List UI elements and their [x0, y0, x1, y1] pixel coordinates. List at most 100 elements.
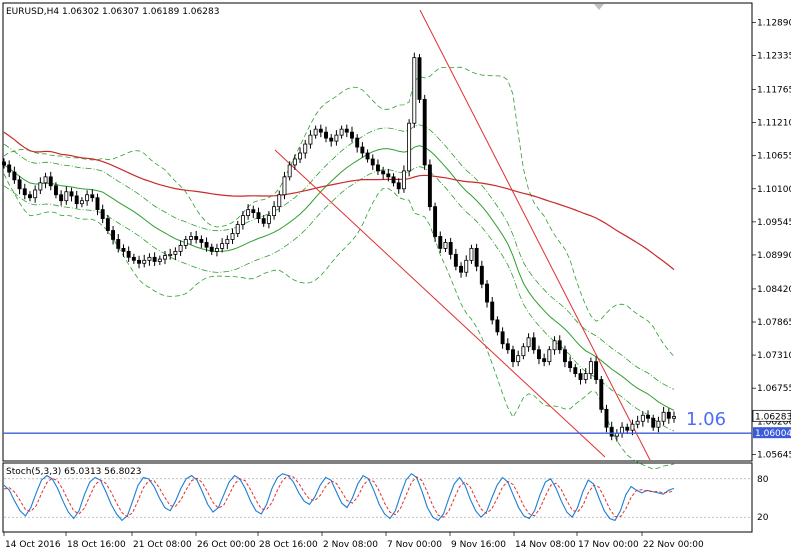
bear-candle [261, 218, 266, 224]
bear-candle [542, 358, 547, 363]
bull-candle [640, 414, 645, 422]
stochastic-lines [3, 472, 675, 522]
bear-candle [396, 182, 401, 190]
bull-candle [334, 134, 339, 142]
bull-candle [277, 194, 282, 208]
bear-candle [474, 247, 479, 267]
bull-candle [313, 128, 318, 136]
time-tick-label: 17 Nov 00:00 [578, 540, 639, 550]
bear-candle [199, 239, 204, 243]
bear-candle [505, 343, 510, 351]
bear-candle [448, 242, 453, 255]
time-tick-label: 9 Nov 16:00 [451, 540, 506, 550]
indicator-overlays [3, 9, 675, 470]
bear-candle [194, 236, 199, 240]
bull-candle [630, 423, 635, 431]
bear-candle [438, 236, 443, 249]
time-tick-label: 14 Oct 2016 [5, 540, 61, 550]
time-axis: 14 Oct 2016 18 Oct 16:00 21 Oct 08:00 26 Oc… [3, 532, 704, 550]
bull-candle [225, 239, 230, 245]
price-tick-label: 1.06200 [757, 417, 791, 427]
price-tick-label: 1.08990 [757, 251, 791, 261]
bear-candle [48, 176, 53, 187]
stoch-main-line [3, 472, 675, 522]
candlestick-series [2, 52, 676, 442]
bear-candle [209, 246, 214, 252]
red-moving-average [3, 131, 675, 271]
bear-candle [12, 171, 17, 181]
price-tick-label: 1.07865 [757, 318, 791, 328]
bear-candle [391, 176, 396, 184]
bull-candle [246, 209, 251, 217]
envelope-upper [3, 124, 675, 390]
bull-candle [526, 337, 531, 348]
bear-candle [511, 349, 515, 363]
bear-candle [69, 191, 74, 197]
bull-candle [620, 426, 625, 434]
bear-candle [537, 349, 541, 360]
stochastic-axis: 80 20 [4, 475, 769, 523]
bull-candle [147, 256, 152, 261]
bear-candle [17, 179, 22, 190]
trend-line-upper [419, 9, 651, 461]
bull-candle [287, 164, 292, 178]
price-axis: 1.12890 1.12335 1.11765 1.11210 1.10655 1.101… [752, 18, 791, 460]
bear-candle [531, 337, 536, 351]
bear-candle [204, 242, 209, 248]
price-tick-label: 1.09545 [757, 218, 791, 228]
price-tick-label: 1.10655 [757, 152, 791, 162]
bear-candle [318, 128, 323, 133]
bear-candle [417, 57, 422, 100]
price-tick-label: 1.12335 [757, 52, 791, 62]
bear-candle [573, 367, 578, 374]
bear-candle [568, 361, 573, 369]
bear-candle [74, 195, 79, 205]
bull-candle [266, 215, 271, 224]
bull-candle [240, 215, 245, 225]
bear-candle [2, 161, 6, 166]
bull-candle [672, 416, 676, 419]
price-tick-label: 1.11210 [757, 119, 791, 129]
bull-candle [157, 258, 162, 262]
bear-candle [344, 128, 349, 133]
bear-candle [256, 212, 261, 219]
bear-candle [111, 230, 116, 240]
support-line-price-tag: 1.06004 [753, 427, 791, 439]
stoch-level-label: 20 [757, 513, 769, 523]
bear-candle [485, 283, 489, 303]
bear-candle [495, 319, 500, 333]
time-tick-label: 28 Oct 16:00 [259, 540, 318, 550]
bear-candle [59, 194, 64, 202]
bull-candle [308, 134, 313, 145]
price-tick-label: 1.11765 [757, 86, 791, 96]
bull-candle [64, 191, 69, 202]
price-tick-label: 1.12890 [757, 18, 791, 28]
stoch-signal-line [3, 475, 675, 518]
bear-candle [350, 131, 354, 139]
bear-candle [386, 173, 391, 178]
price-tick-label: 1.10100 [757, 185, 791, 195]
bear-candle [594, 361, 599, 380]
price-tick-label: 1.08420 [757, 285, 791, 295]
bear-candle [666, 411, 671, 419]
symbol-header: EURUSD,H4 1.06302 1.06307 1.06189 1.0628… [6, 7, 219, 17]
bear-candle [22, 188, 27, 196]
bull-candle [33, 189, 38, 199]
bull-candle [469, 247, 474, 261]
bear-candle [90, 194, 95, 199]
bear-candle [453, 253, 458, 267]
bear-candle [7, 164, 12, 173]
time-tick-label: 14 Nov 08:00 [515, 540, 576, 550]
time-tick-label: 26 Oct 00:00 [197, 540, 256, 550]
bull-candle [443, 242, 448, 249]
bear-candle [329, 137, 334, 142]
bull-candle [173, 250, 178, 255]
bull-candle [189, 236, 193, 240]
trend-line-lower [274, 149, 606, 458]
bear-candle [131, 256, 136, 261]
bear-candle [609, 426, 614, 437]
chart-shift-marker-icon[interactable] [594, 4, 604, 10]
current-price-tag: 1.06283 [752, 409, 791, 422]
main-panel-frame [2, 2, 753, 462]
